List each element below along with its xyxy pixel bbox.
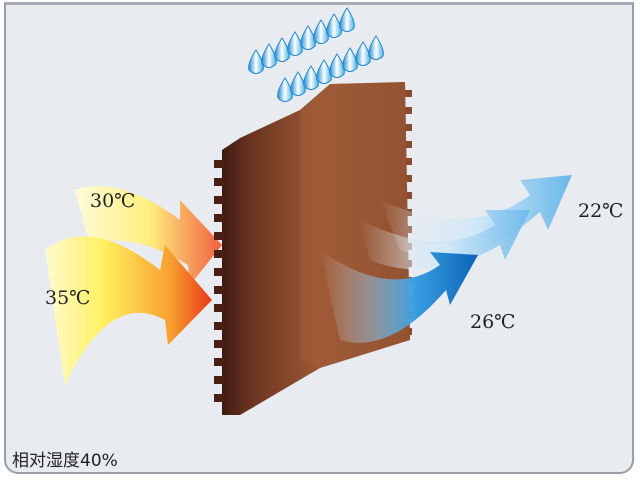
hot-air-arrow-upper [75, 186, 222, 285]
pad-ridge [405, 124, 412, 131]
outlet-temp-lower: 26℃ [470, 311, 516, 333]
pad-ridge [214, 160, 224, 168]
pad-ridge [214, 394, 224, 402]
outlet-temp-upper: 22℃ [578, 200, 624, 222]
pad-ridge [214, 232, 224, 240]
pad-ridge [214, 358, 224, 366]
pad-ridge [214, 376, 224, 384]
hot-air-arrow-lower [45, 236, 212, 385]
pad-ridge [214, 214, 224, 222]
water-drop-icon [339, 7, 355, 32]
pad-ridge [214, 304, 224, 312]
inlet-temp-upper: 30℃ [90, 190, 136, 212]
pad-ridge [214, 178, 224, 186]
cool-air-arrow-middle [360, 210, 530, 270]
pad-ridge [405, 328, 412, 335]
pad-ridge [405, 158, 412, 165]
pad-ridge [405, 90, 412, 97]
pad-ridge [405, 192, 412, 199]
inlet-temp-lower: 35℃ [45, 287, 91, 309]
pad-ridge [405, 107, 412, 114]
pad-ridge [405, 141, 412, 148]
pad-ridge [214, 340, 224, 348]
pad-ridge [214, 322, 224, 330]
cool-air-arrow-lower [320, 250, 478, 343]
cool-air-arrow-upper [380, 175, 572, 258]
pad-ridge [214, 286, 224, 294]
water-drop-icon [368, 35, 384, 60]
water-drops [248, 7, 384, 102]
pad-ridge [405, 175, 412, 182]
pad-ridge [214, 268, 224, 276]
pad-ridge [214, 196, 224, 204]
pad-ridge [214, 250, 224, 258]
relative-humidity-caption: 相对湿度40% [12, 451, 118, 471]
